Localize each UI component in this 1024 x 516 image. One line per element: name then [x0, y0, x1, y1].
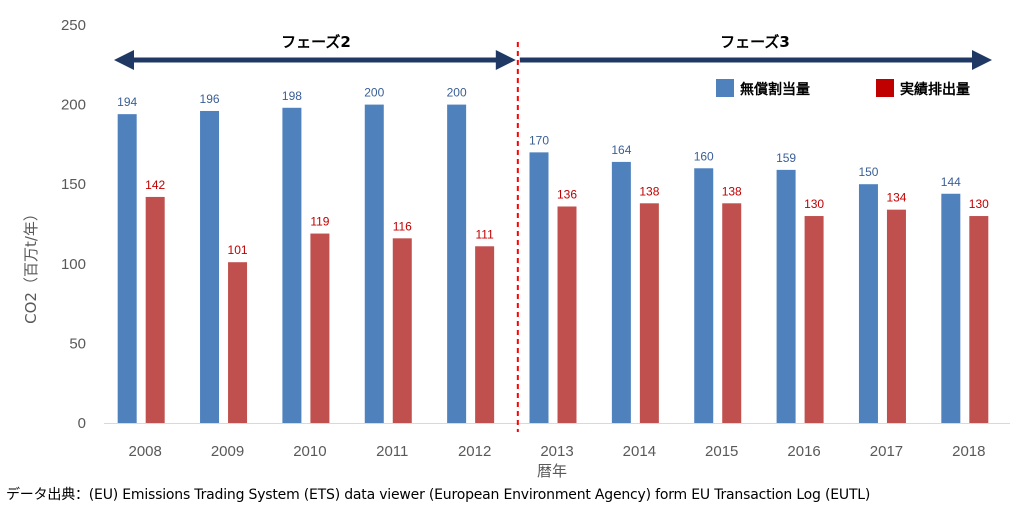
- data-label: 196: [200, 92, 220, 106]
- x-tick-label: 2011: [376, 443, 408, 460]
- x-tick-label: 2014: [623, 443, 656, 460]
- bar-free-allocation: [117, 114, 137, 423]
- data-label: 134: [886, 191, 906, 205]
- legend: 無償割当量 実績排出量: [716, 79, 970, 98]
- bar-free-allocation: [858, 184, 878, 423]
- bar-verified-emissions: [310, 233, 330, 423]
- y-tick-label: 150: [61, 176, 86, 193]
- phase-annotations: フェーズ2 フェーズ3: [114, 33, 992, 432]
- bar-verified-emissions: [557, 206, 577, 423]
- bar-verified-emissions: [722, 203, 742, 423]
- phase3-arrow: [519, 50, 992, 70]
- x-axis-title: 暦年: [537, 462, 567, 480]
- x-tick-label: 2017: [870, 443, 903, 460]
- bar-free-allocation: [447, 104, 467, 423]
- phase2-arrow: [114, 50, 516, 70]
- data-label: 138: [639, 184, 659, 198]
- x-tick-label: 2016: [787, 443, 820, 460]
- arrow-head-left: [114, 50, 134, 70]
- data-label: 119: [310, 215, 329, 229]
- y-tick-label: 50: [69, 335, 86, 352]
- bar-free-allocation: [282, 107, 302, 423]
- y-tick-label: 200: [61, 97, 86, 114]
- data-label: 170: [529, 133, 549, 147]
- arrow-head-right: [495, 50, 516, 70]
- data-label: 159: [776, 151, 796, 165]
- data-source-note: データ出典：(EU) Emissions Trading System (ETS…: [6, 487, 871, 503]
- bar-free-allocation: [200, 110, 220, 423]
- y-tick-label: 0: [78, 415, 86, 432]
- bar-verified-emissions: [969, 216, 989, 423]
- data-label: 142: [145, 178, 165, 192]
- phase2-label: フェーズ2: [281, 33, 351, 51]
- bar-verified-emissions: [886, 209, 906, 423]
- x-tick-label: 2018: [952, 443, 985, 460]
- data-label: 130: [804, 197, 824, 211]
- bar-verified-emissions: [392, 238, 412, 423]
- data-labels-layer: 194 196 198 200 200 170 164 160 159 150 144 142 101 1…: [117, 86, 989, 258]
- bar-verified-emissions: [228, 262, 248, 423]
- x-tick-label: 2013: [540, 443, 573, 460]
- legend-swatch-verified-emissions: [876, 79, 894, 97]
- legend-label: 無償割当量: [740, 81, 810, 98]
- bar-verified-emissions: [145, 196, 165, 423]
- data-label: 111: [476, 227, 495, 241]
- x-tick-label: 2010: [293, 443, 326, 460]
- legend-swatch-free-allocation: [716, 79, 734, 97]
- data-label: 138: [722, 184, 742, 198]
- data-label: 130: [969, 197, 989, 211]
- data-label: 198: [282, 89, 302, 103]
- data-label: 116: [393, 219, 412, 233]
- bar-verified-emissions: [475, 246, 495, 423]
- bars-layer: [117, 104, 989, 424]
- data-label: 150: [858, 165, 878, 179]
- data-label: 144: [941, 175, 961, 189]
- axis-layer: 0 50 100 150 200 250 2008 2009 2010 2011 2012 2013 2…: [61, 17, 1010, 460]
- bar-free-allocation: [364, 104, 384, 423]
- legend-label: 実績排出量: [900, 81, 970, 98]
- x-tick-label: 2009: [211, 443, 244, 460]
- data-label: 136: [557, 187, 577, 201]
- x-tick-label: 2008: [128, 443, 161, 460]
- data-label: 101: [228, 243, 248, 257]
- x-tick-label: 2012: [458, 443, 491, 460]
- data-label: 160: [694, 149, 714, 163]
- data-label: 200: [447, 86, 467, 100]
- bar-free-allocation: [694, 168, 714, 423]
- y-tick-label: 100: [61, 256, 86, 273]
- bar-free-allocation: [776, 169, 796, 423]
- data-label: 200: [364, 86, 384, 100]
- data-label: 194: [117, 95, 137, 109]
- arrow-head-right: [972, 50, 992, 70]
- bar-free-allocation: [941, 193, 961, 423]
- y-tick-label: 250: [61, 17, 86, 34]
- phase3-label: フェーズ3: [720, 33, 790, 51]
- bar-verified-emissions: [804, 216, 824, 423]
- bar-free-allocation: [529, 152, 549, 424]
- x-tick-label: 2015: [705, 443, 738, 460]
- y-axis-title: CO2（百万t/年）: [22, 206, 40, 324]
- bar-verified-emissions: [639, 203, 659, 423]
- bar-free-allocation: [611, 161, 631, 424]
- data-label: 164: [611, 143, 631, 157]
- emissions-bar-chart: 0 50 100 150 200 250 2008 2009 2010 2011 2012 2013 2…: [22, 17, 1010, 480]
